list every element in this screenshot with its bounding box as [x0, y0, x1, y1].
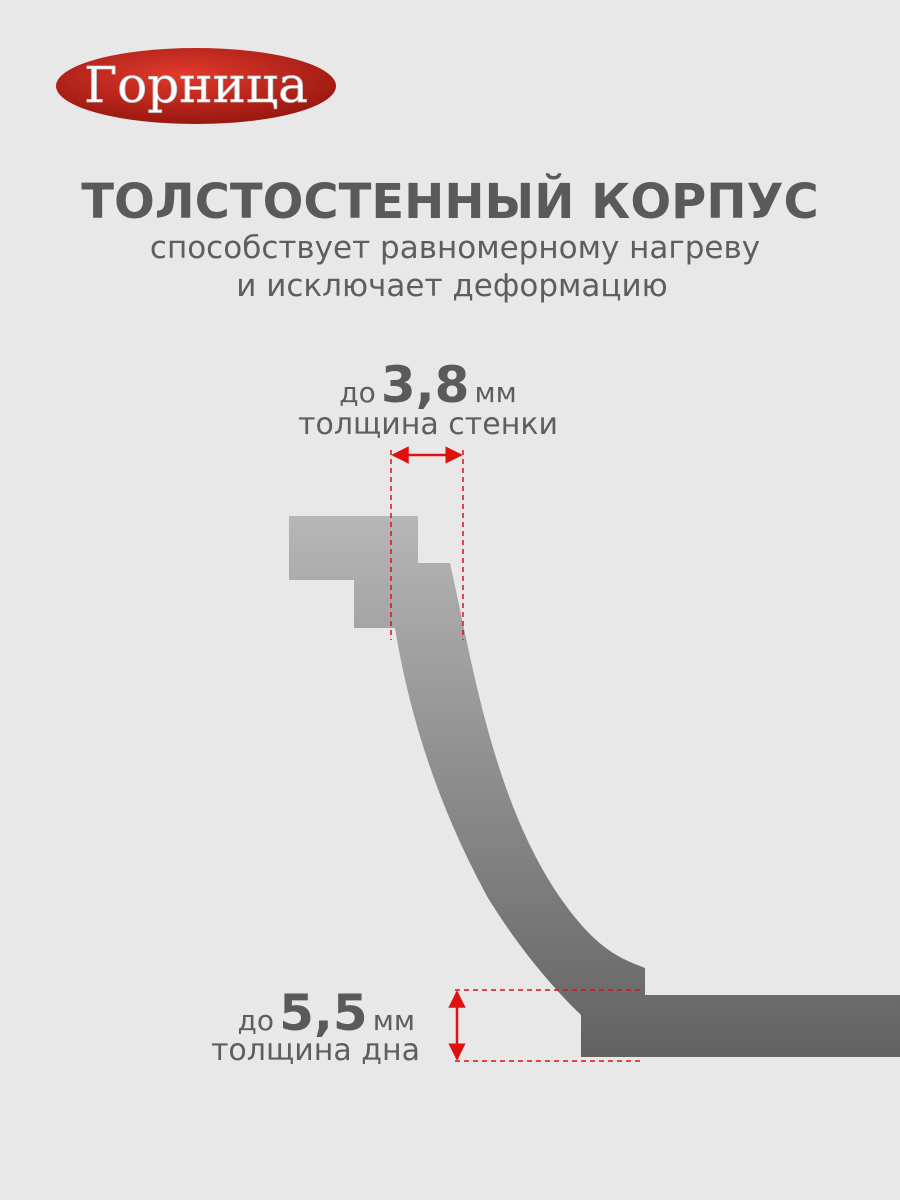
unit: мм [475, 376, 517, 409]
logo-text: Горница [84, 56, 308, 114]
bottom-measure: до 5,5 мм [237, 984, 415, 1042]
wall-caption: толщина стенки [298, 407, 558, 442]
pan-profile [289, 516, 900, 1057]
logo-badge [56, 48, 336, 124]
subtitle-line: и исключает деформацию [236, 268, 668, 304]
subtitle-line: способствует равномерному нагреву [150, 230, 760, 266]
value: 3,8 [381, 356, 470, 414]
prefix: до [237, 1004, 274, 1037]
unit: мм [373, 1004, 415, 1037]
title: ТОЛСТОСТЕННЫЙ КОРПУС [81, 173, 819, 230]
prefix: до [339, 376, 376, 409]
bottom-caption: толщина дна [211, 1033, 420, 1068]
wall-measure: до 3,8 мм [339, 356, 517, 414]
wall-guides [390, 450, 642, 1062]
value: 5,5 [279, 984, 368, 1042]
